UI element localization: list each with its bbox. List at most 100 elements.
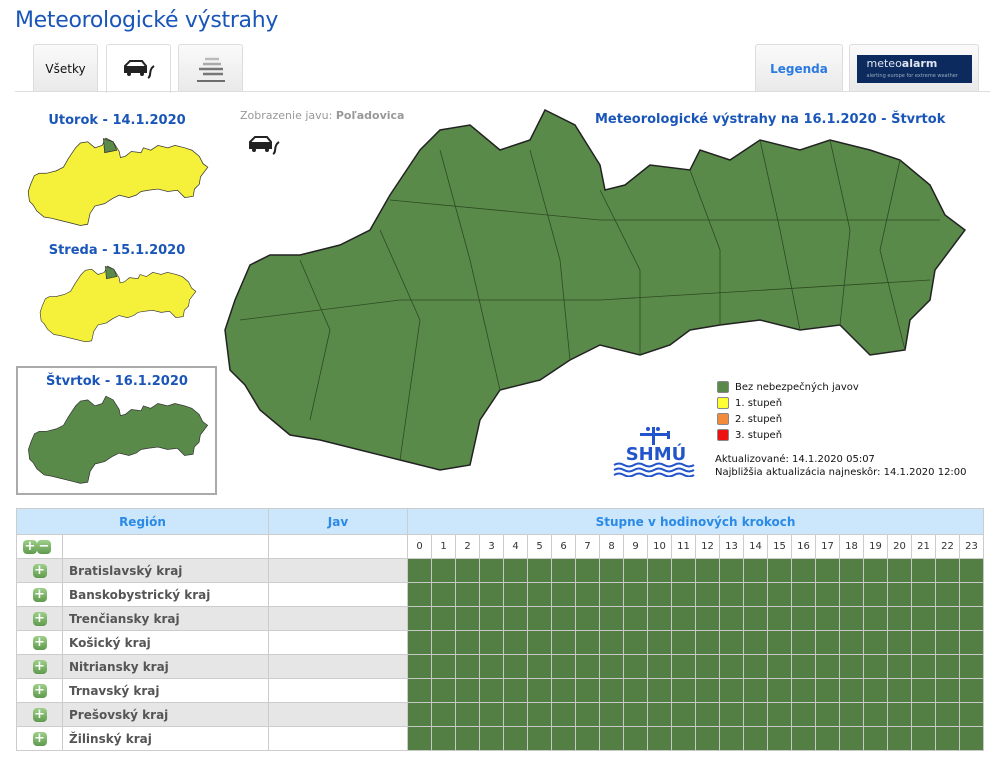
hour-level-cell [431, 702, 456, 727]
table-row: + Trenčiansky kraj [16, 606, 984, 631]
hour-level-cell [551, 630, 576, 655]
region-name[interactable]: Nitriansky kraj [62, 654, 269, 679]
region-name[interactable]: Žilinský kraj [62, 726, 269, 751]
updated-text: Aktualizované: 14.1.2020 05:07 [715, 454, 875, 465]
hour-level-cell [959, 558, 984, 583]
hour-level-cell [599, 582, 624, 607]
hour-level-cell [647, 654, 672, 679]
hour-level-cell [719, 630, 744, 655]
region-name[interactable]: Banskobystrický kraj [62, 582, 269, 607]
thumb-map-2[interactable] [27, 265, 209, 345]
meteoalarm-tab[interactable]: meteoalarm alerting europe for extreme we… [849, 44, 979, 92]
hour-level-cell [911, 702, 936, 727]
hour-level-cell [503, 702, 528, 727]
hour-header: 2 [455, 534, 480, 559]
hour-level-cell [815, 606, 840, 631]
hour-level-cell [407, 702, 432, 727]
expand-region-button[interactable]: + [32, 634, 47, 650]
hour-header: 16 [791, 534, 816, 559]
hour-level-cell [647, 606, 672, 631]
hour-level-cell [743, 630, 768, 655]
hour-level-cell [407, 606, 432, 631]
table-row: + Nitriansky kraj [16, 654, 984, 679]
hour-level-cell [599, 702, 624, 727]
hour-level-cell [887, 726, 912, 751]
tab-ice[interactable] [106, 44, 171, 93]
hour-level-cell [935, 702, 960, 727]
hour-level-cell [935, 582, 960, 607]
hour-level-cell [767, 702, 792, 727]
region-name[interactable]: Trenčiansky kraj [62, 606, 269, 631]
region-name[interactable]: Trnavský kraj [62, 678, 269, 703]
hour-level-cell [767, 606, 792, 631]
hour-header: 13 [719, 534, 744, 559]
collapse-all-button[interactable]: − [37, 538, 51, 554]
tab-fog[interactable] [178, 44, 243, 92]
hour-level-cell [935, 606, 960, 631]
expand-region-button[interactable]: + [32, 682, 47, 698]
legend-label: 3. stupeň [735, 429, 783, 441]
expand-region-button[interactable]: + [32, 586, 47, 602]
hour-level-cell [479, 606, 504, 631]
hour-level-cell [863, 702, 888, 727]
hour-level-cell [527, 678, 552, 703]
selected-day-frame[interactable] [16, 366, 217, 495]
thumb-map-1[interactable] [27, 135, 209, 231]
hour-level-cell [743, 654, 768, 679]
hour-header: 14 [743, 534, 768, 559]
hour-level-cell [911, 726, 936, 751]
hour-header: 7 [575, 534, 600, 559]
main-map[interactable] [0, 0, 1000, 500]
expand-region-button[interactable]: + [32, 610, 47, 626]
table-row: + Trnavský kraj [16, 678, 984, 703]
phenomenon-label: Zobrazenie javu: [240, 109, 333, 122]
hour-level-cell [575, 606, 600, 631]
table-row: + Košický kraj [16, 630, 984, 655]
legend-tab[interactable]: Legenda [755, 44, 843, 92]
hour-level-cell [551, 726, 576, 751]
hour-header: 15 [767, 534, 792, 559]
hour-level-cell [671, 630, 696, 655]
hour-level-cell [815, 582, 840, 607]
hour-level-cell [863, 654, 888, 679]
hour-level-cell [815, 654, 840, 679]
hour-level-cell [959, 678, 984, 703]
fog-icon [196, 57, 225, 82]
hour-level-cell [959, 702, 984, 727]
hour-level-cell [671, 558, 696, 583]
expand-region-button[interactable]: + [32, 658, 47, 674]
hour-level-cell [479, 582, 504, 607]
hour-level-cell [575, 702, 600, 727]
hour-level-cell [791, 702, 816, 727]
hour-level-cell [623, 606, 648, 631]
expand-region-button[interactable]: + [32, 706, 47, 722]
hour-level-cell [839, 582, 864, 607]
hour-header: 3 [479, 534, 504, 559]
hour-level-cell [647, 558, 672, 583]
hour-header: 22 [935, 534, 960, 559]
hour-level-cell [959, 654, 984, 679]
slovakia-map-shape [224, 108, 967, 471]
region-name[interactable]: Prešovský kraj [62, 702, 269, 727]
hour-header: 23 [959, 534, 984, 559]
hour-header: 0 [407, 534, 432, 559]
hour-level-cell [719, 726, 744, 751]
hour-level-cell [455, 558, 480, 583]
hour-level-cell [767, 678, 792, 703]
legend-item: 2. stupeň [717, 413, 782, 425]
region-name[interactable]: Košický kraj [62, 630, 269, 655]
thumb-map-3[interactable] [27, 395, 209, 487]
hour-level-cell [743, 726, 768, 751]
expand-region-button[interactable]: + [32, 730, 47, 746]
hour-level-cell [431, 678, 456, 703]
hour-level-cell [575, 678, 600, 703]
jav-cell [268, 630, 408, 655]
region-name[interactable]: Bratislavský kraj [62, 558, 269, 583]
hour-level-cell [527, 726, 552, 751]
hour-level-cell [479, 726, 504, 751]
tab-all[interactable]: Všetky [33, 44, 98, 92]
hour-level-cell [695, 630, 720, 655]
expand-all-button[interactable]: + [23, 538, 37, 554]
expand-region-button[interactable]: + [32, 562, 47, 578]
hour-level-cell [551, 678, 576, 703]
